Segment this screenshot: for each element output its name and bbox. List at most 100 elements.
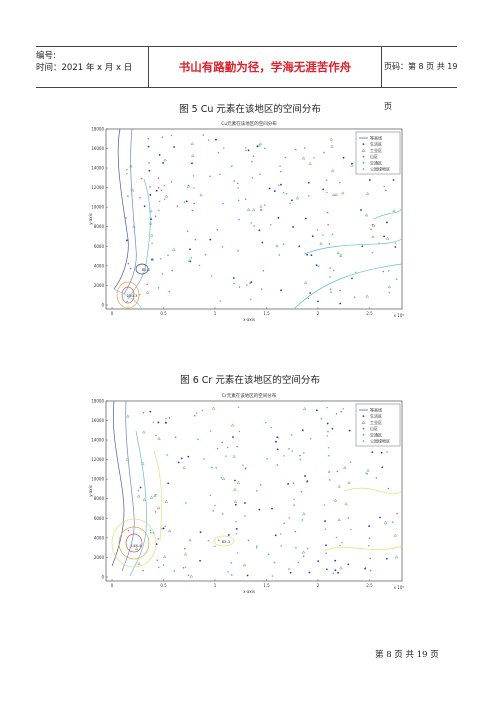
scatter-point — [271, 507, 273, 510]
x-exponent-label: x 10⁴ — [394, 585, 405, 590]
scatter-point — [347, 481, 351, 485]
scatter-point — [369, 569, 372, 572]
scatter-point — [232, 277, 235, 279]
contour-line — [111, 400, 125, 567]
scatter-point — [325, 568, 328, 571]
scatter-point — [242, 464, 244, 467]
x-axis-label: x-axis — [243, 589, 255, 594]
legend-dot-icon — [362, 168, 365, 170]
scatter-point — [380, 451, 383, 454]
scatter-point — [238, 430, 241, 433]
scatter-point — [251, 208, 256, 212]
scatter-point — [371, 451, 374, 453]
legend-label: 公园绿地区 — [370, 438, 390, 444]
scatter-point — [235, 527, 238, 530]
scatter-point — [245, 149, 247, 151]
scatter-point — [141, 461, 145, 465]
scatter-point — [134, 547, 139, 550]
scatter-point — [334, 569, 337, 572]
y-tick-label: 8000 — [94, 224, 105, 229]
legend-triangle-icon — [361, 148, 366, 152]
scatter-point — [221, 441, 223, 444]
scatter-point — [158, 154, 161, 156]
scatter-point — [332, 572, 335, 575]
scatter-point — [387, 285, 391, 289]
time-label: 时间：2021 年 x 月 x 日 — [36, 63, 133, 73]
scatter-point — [194, 238, 197, 241]
scatter-point — [291, 199, 293, 202]
scatter-point — [268, 187, 271, 190]
x-axis-label: x-axis — [243, 317, 255, 322]
scatter-point — [154, 511, 157, 513]
y-tick-label: 8000 — [94, 496, 105, 501]
scatter-point — [324, 520, 326, 522]
scatter-point — [173, 146, 176, 148]
scatter-point — [173, 570, 176, 572]
scatter-point — [349, 461, 352, 463]
scatter-point — [148, 169, 151, 172]
legend-label: 山区 — [370, 425, 378, 431]
scatter-point — [343, 465, 347, 469]
scatter-point — [199, 559, 201, 562]
scatter-point — [323, 151, 325, 154]
scatter-point — [260, 288, 263, 290]
scatter-point — [297, 561, 300, 564]
scatter-point — [193, 202, 195, 205]
x-tick-label: 1 — [214, 583, 217, 588]
scatter-point — [146, 290, 150, 294]
scatter-point — [191, 162, 193, 165]
scatter-point — [244, 467, 247, 470]
scatter-point — [220, 476, 223, 479]
legend-label: 等高线 — [370, 407, 382, 413]
legend-label: 工业区 — [370, 419, 382, 425]
scatter-point — [371, 235, 375, 239]
scatter-point — [306, 547, 309, 550]
legend-label: 公园绿地区 — [370, 166, 390, 172]
scatter-point — [256, 490, 258, 492]
scatter-point — [338, 181, 341, 184]
scatter-point — [293, 498, 295, 501]
scatter-point — [275, 440, 277, 443]
scatter-point — [385, 236, 390, 240]
scatter-point — [219, 300, 222, 302]
scatter-point — [326, 191, 328, 194]
scatter-point — [342, 156, 345, 159]
scatter-point — [166, 454, 168, 456]
y-tick-label: 4000 — [94, 535, 105, 540]
scatter-point — [304, 475, 306, 477]
scatter-point — [157, 187, 160, 189]
scatter-point — [327, 430, 329, 433]
scatter-point — [308, 571, 311, 574]
scatter-point — [244, 515, 246, 517]
scatter-point — [132, 224, 136, 228]
scatter-point — [378, 242, 380, 245]
scatter-point — [383, 520, 388, 524]
legend-label: 生活区 — [370, 413, 382, 419]
scatter-point — [331, 233, 334, 235]
scatter-point — [348, 429, 351, 432]
scatter-point — [211, 466, 213, 469]
scatter-point — [159, 258, 162, 260]
scatter-point — [337, 517, 341, 521]
scatter-point — [238, 218, 240, 221]
scatter-point — [317, 300, 319, 303]
scatter-point — [387, 270, 390, 272]
scatter-point — [209, 430, 212, 432]
scatter-point — [291, 434, 293, 436]
scatter-point — [313, 156, 315, 159]
x-tick-label: 2 — [317, 583, 320, 588]
scatter-point — [215, 138, 217, 141]
scatter-point — [278, 254, 281, 256]
scatter-point — [347, 563, 350, 566]
scatter-point — [325, 179, 328, 182]
contour-line — [121, 400, 135, 572]
scatter-point — [300, 490, 303, 493]
contour-line — [303, 238, 403, 255]
scatter-point — [260, 209, 262, 212]
scatter-point — [298, 245, 301, 248]
scatter-point — [160, 189, 163, 192]
y-tick-label: 6000 — [94, 516, 105, 521]
scatter-point — [163, 554, 167, 558]
scatter-point — [277, 437, 280, 439]
scatter-point — [250, 281, 253, 284]
